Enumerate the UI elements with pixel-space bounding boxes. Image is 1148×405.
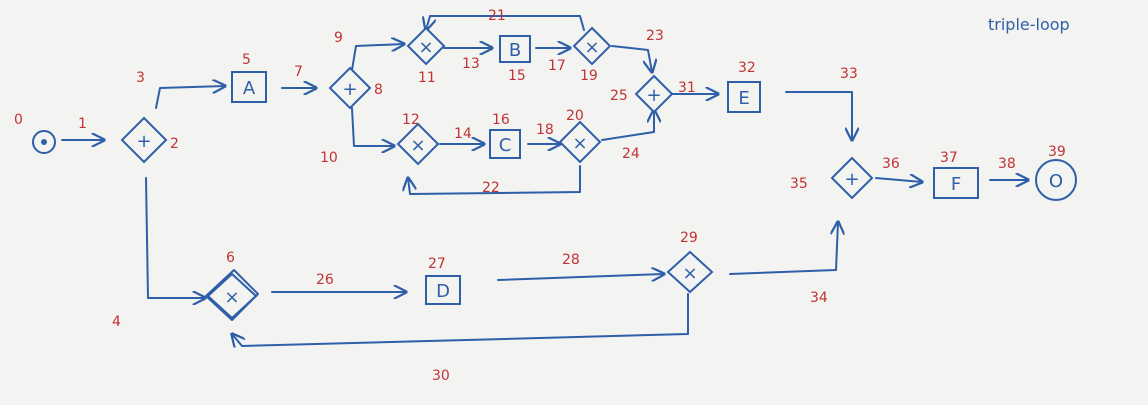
gateway-35-symbol: + [844, 169, 859, 190]
num-task-c: 16 [492, 112, 510, 128]
num-xor-6: 6 [226, 250, 235, 266]
num-edge-26: 26 [316, 272, 334, 288]
exclusive-gateway-29: × [666, 250, 714, 294]
xor-11-symbol: × [418, 37, 433, 58]
num-edge-10: 10 [320, 150, 338, 166]
num-gateway-8: 8 [374, 82, 383, 98]
task-a-label: A [243, 78, 256, 99]
task-f-label: F [951, 174, 961, 195]
parallel-gateway-8: + [328, 66, 372, 110]
exclusive-gateway-20: × [558, 120, 602, 164]
xor-12-symbol: × [410, 135, 425, 156]
parallel-gateway-2: + [120, 116, 168, 164]
num-edge-4: 4 [112, 314, 121, 330]
parallel-gateway-25: + [634, 74, 674, 114]
gateway-25-symbol: + [646, 85, 661, 106]
num-xor-19: 19 [580, 68, 598, 84]
num-edge-9: 9 [334, 30, 343, 46]
exclusive-gateway-6: × [205, 269, 259, 321]
num-start: 0 [14, 112, 23, 128]
exclusive-gateway-12: × [396, 122, 440, 166]
edge-22 [408, 165, 581, 195]
num-end-event: 39 [1048, 144, 1066, 160]
xor-29-symbol: × [682, 263, 697, 284]
annotations: 0 2 5 8 11 15 19 12 16 20 25 32 35 37 39… [14, 8, 1066, 384]
edge-30 [232, 293, 689, 346]
num-xor-11: 11 [418, 70, 436, 86]
num-xor-29: 29 [680, 230, 698, 246]
num-gateway-35: 35 [790, 176, 808, 192]
num-edge-31: 31 [678, 80, 696, 96]
num-edge-30: 30 [432, 368, 450, 384]
num-task-e: 32 [738, 60, 756, 76]
edge-36 [875, 178, 922, 182]
num-edge-22: 22 [482, 180, 500, 196]
edge-33 [785, 91, 852, 140]
task-b-label: B [509, 40, 521, 61]
gateway-2-symbol: + [136, 131, 151, 152]
task-f: F [933, 167, 979, 199]
num-edge-33: 33 [840, 66, 858, 82]
num-edge-34: 34 [810, 290, 828, 306]
num-edge-13: 13 [462, 56, 480, 72]
parallel-gateway-35: + [830, 156, 874, 200]
edges [61, 15, 1028, 346]
num-gateway-2: 2 [170, 136, 179, 152]
task-e: E [727, 81, 761, 113]
xor-19-symbol: × [584, 37, 599, 58]
xor-20-symbol: × [572, 133, 587, 154]
task-d-label: D [436, 281, 450, 302]
start-event [32, 130, 56, 154]
exclusive-gateway-19: × [572, 26, 612, 66]
num-gateway-25: 25 [610, 88, 628, 104]
num-task-b: 15 [508, 68, 526, 84]
diagram-title: triple-loop [988, 15, 1070, 34]
task-d: D [425, 275, 461, 305]
num-edge-28: 28 [562, 252, 580, 268]
task-e-label: E [738, 88, 749, 109]
gateway-8-symbol: + [342, 79, 357, 100]
task-b: B [499, 35, 531, 63]
xor-6-symbol: × [224, 287, 239, 308]
num-xor-12: 12 [402, 112, 420, 128]
num-edge-14: 14 [454, 126, 472, 142]
num-edge-1: 1 [78, 116, 87, 132]
exclusive-gateway-11: × [406, 26, 446, 66]
num-edge-17: 17 [548, 58, 566, 74]
edge-3 [155, 86, 225, 109]
edge-23 [611, 45, 652, 72]
num-edge-18: 18 [536, 122, 554, 138]
num-edge-3: 3 [136, 70, 145, 86]
num-edge-7: 7 [294, 64, 303, 80]
nodes: + A + × B × × [32, 26, 1077, 321]
edge-34 [729, 222, 838, 275]
edge-24 [601, 110, 654, 141]
num-edge-23: 23 [646, 28, 664, 44]
end-event: O [1035, 159, 1077, 201]
num-edge-21: 21 [488, 8, 506, 24]
num-edge-24: 24 [622, 146, 640, 162]
edge-28 [497, 274, 664, 280]
num-task-f: 37 [940, 150, 958, 166]
task-a: A [231, 71, 267, 103]
edge-21 [426, 15, 585, 30]
num-task-d: 27 [428, 256, 446, 272]
task-c-label: C [499, 135, 512, 156]
num-edge-36: 36 [882, 156, 900, 172]
num-edge-38: 38 [998, 156, 1016, 172]
edge-10 [351, 107, 394, 146]
edge-9 [351, 44, 404, 71]
num-xor-20: 20 [566, 108, 584, 124]
num-task-a: 5 [242, 52, 251, 68]
end-event-label: O [1049, 171, 1063, 192]
task-c: C [489, 129, 521, 159]
edge-4 [145, 177, 205, 298]
